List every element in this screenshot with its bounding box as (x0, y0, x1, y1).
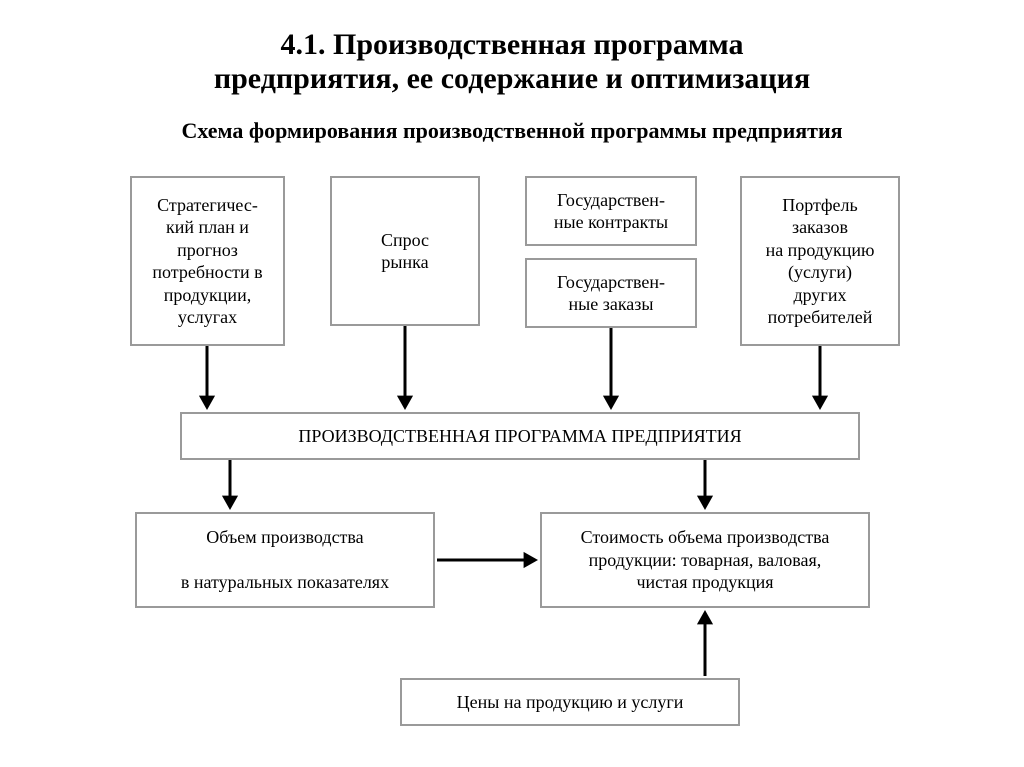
subtitle-text: Схема формирования производственной прог… (181, 118, 842, 143)
edges-layer (0, 0, 1024, 767)
node-orders-portfolio: Портфель заказов на продукцию (услуги) д… (740, 176, 900, 346)
node-label: Объем производства в натуральных показат… (181, 526, 389, 594)
node-label: Цены на продукцию и услуги (457, 691, 684, 714)
node-label: Стоимость объема производства продукции:… (581, 526, 830, 594)
node-volume-natural: Объем производства в натуральных показат… (135, 512, 435, 608)
node-prices: Цены на продукцию и услуги (400, 678, 740, 726)
node-label: Стратегичес- кий план и прогноз потребно… (152, 194, 262, 329)
node-label: Государствен- ные заказы (557, 271, 665, 316)
slide-title: 4.1. Производственная программа предприя… (0, 28, 1024, 96)
node-gov-orders: Государствен- ные заказы (525, 258, 697, 328)
title-text: 4.1. Производственная программа предприя… (214, 28, 810, 95)
node-label: ПРОИЗВОДСТВЕННАЯ ПРОГРАММА ПРЕДПРИЯТИЯ (298, 425, 741, 448)
node-label: Спрос рынка (381, 229, 429, 274)
node-market-demand: Спрос рынка (330, 176, 480, 326)
node-label: Портфель заказов на продукцию (услуги) д… (766, 194, 875, 329)
node-gov-contracts: Государствен- ные контракты (525, 176, 697, 246)
node-strategic-plan: Стратегичес- кий план и прогноз потребно… (130, 176, 285, 346)
slide-subtitle: Схема формирования производственной прог… (0, 118, 1024, 144)
node-production-program: ПРОИЗВОДСТВЕННАЯ ПРОГРАММА ПРЕДПРИЯТИЯ (180, 412, 860, 460)
node-label: Государствен- ные контракты (554, 189, 668, 234)
diagram-canvas: 4.1. Производственная программа предприя… (0, 0, 1024, 767)
node-volume-cost: Стоимость объема производства продукции:… (540, 512, 870, 608)
